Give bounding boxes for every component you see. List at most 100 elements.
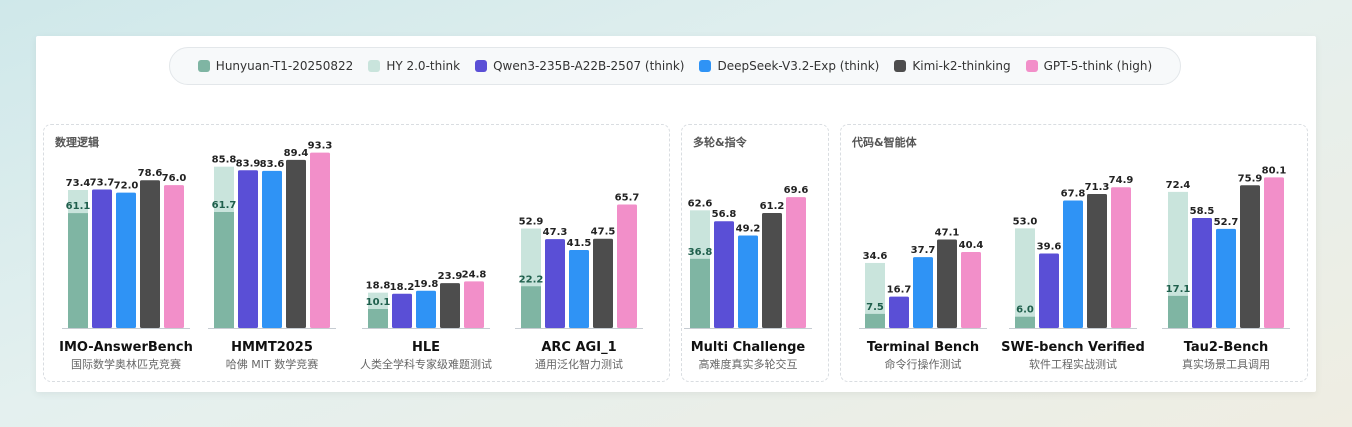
category-label: HMMT2025 xyxy=(231,340,313,355)
panel-title: 多轮&指令 xyxy=(693,136,747,149)
legend-label: HY 2.0-think xyxy=(386,59,461,73)
legend-label: DeepSeek-V3.2-Exp (think) xyxy=(717,59,880,73)
bar-kimi xyxy=(593,238,613,328)
bar-kimi xyxy=(762,212,782,328)
bar-kimi xyxy=(286,159,306,328)
value-label-deepseek: 49.2 xyxy=(736,224,761,235)
category-subtitle: 国际数学奥林匹克竞赛 xyxy=(71,357,181,371)
legend-label: Kimi-k2-thinking xyxy=(912,59,1011,73)
bar-kimi xyxy=(1087,193,1107,328)
legend-label: GPT-5-think (high) xyxy=(1043,59,1153,73)
value-label-hunyuan-t1: 22.2 xyxy=(519,274,544,285)
bar-gpt5 xyxy=(786,197,806,328)
value-label-hy2-think: 52.9 xyxy=(519,217,544,228)
bar-gpt5 xyxy=(164,185,184,328)
bar-qwen3 xyxy=(889,296,909,328)
panel-math-logic: 数理逻辑 xyxy=(43,124,670,382)
bar-deepseek xyxy=(1063,200,1083,328)
bar-qwen3 xyxy=(238,170,258,328)
bar-deepseek xyxy=(1216,228,1236,328)
legend-swatch xyxy=(197,60,210,72)
value-label-hy2-think: 72.4 xyxy=(1166,180,1191,191)
bar-hy2-think xyxy=(1168,191,1188,328)
value-label-qwen3: 73.7 xyxy=(90,177,115,188)
legend: Hunyuan-T1-20250822 HY 2.0-think Qwen3-2… xyxy=(169,47,1181,85)
value-label-hunyuan-t1: 6.0 xyxy=(1016,305,1034,316)
value-label-hunyuan-t1: 36.8 xyxy=(688,247,713,258)
legend-swatch xyxy=(368,60,381,72)
value-label-kimi: 61.2 xyxy=(760,201,785,212)
legend-label: Hunyuan-T1-20250822 xyxy=(215,59,354,73)
bar-deepseek xyxy=(262,170,282,328)
value-label-hunyuan-t1: 61.1 xyxy=(66,201,91,212)
bar-hunyuan-t1 xyxy=(214,212,234,328)
value-label-deepseek: 37.7 xyxy=(911,245,936,256)
value-label-kimi: 23.9 xyxy=(438,271,463,282)
category-label: IMO-AnswerBench xyxy=(59,340,193,355)
value-label-hy2-think: 53.0 xyxy=(1013,216,1038,227)
panel-code-agent: 代码&智能体 xyxy=(840,124,1308,382)
legend-label: Qwen3-235B-A22B-2507 (think) xyxy=(493,59,685,73)
bar-qwen3 xyxy=(545,239,565,328)
bar-qwen3 xyxy=(714,221,734,328)
bar-gpt5 xyxy=(1264,177,1284,328)
category-label: Terminal Bench xyxy=(867,340,979,355)
category-label: HLE xyxy=(412,340,440,355)
value-label-hunyuan-t1: 7.5 xyxy=(866,302,884,313)
bar-deepseek xyxy=(569,249,589,328)
value-label-gpt5: 69.6 xyxy=(784,185,809,196)
value-label-kimi: 47.5 xyxy=(591,227,616,238)
value-label-deepseek: 67.8 xyxy=(1061,189,1086,200)
bar-qwen3 xyxy=(1039,253,1059,328)
category-subtitle: 哈佛 MIT 数学竞赛 xyxy=(226,357,318,371)
value-label-qwen3: 83.9 xyxy=(236,158,261,169)
value-label-hy2-think: 62.6 xyxy=(688,198,713,209)
panel-title: 代码&智能体 xyxy=(852,136,917,149)
bar-hy2-think xyxy=(1015,228,1035,328)
value-label-qwen3: 16.7 xyxy=(887,285,912,296)
legend-swatch xyxy=(1025,60,1038,72)
bar-gpt5 xyxy=(961,252,981,328)
bar-hunyuan-t1 xyxy=(521,286,541,328)
category-subtitle: 真实场景工具调用 xyxy=(1182,357,1270,371)
panel-title: 数理逻辑 xyxy=(55,136,99,149)
category-label: SWE-bench Verified xyxy=(1001,340,1145,355)
bar-deepseek xyxy=(416,290,436,328)
value-label-kimi: 89.4 xyxy=(284,148,309,159)
bar-gpt5 xyxy=(1111,187,1131,328)
value-label-gpt5: 24.8 xyxy=(462,269,487,280)
value-label-qwen3: 18.2 xyxy=(390,282,415,293)
value-label-kimi: 47.1 xyxy=(935,227,960,238)
category-subtitle: 命令行操作测试 xyxy=(885,357,962,371)
bar-deepseek xyxy=(738,235,758,328)
bar-hunyuan-t1 xyxy=(1168,295,1188,328)
value-label-deepseek: 19.8 xyxy=(414,279,439,290)
legend-item-hunyuan-t1: Hunyuan-T1-20250822 xyxy=(197,59,354,73)
value-label-deepseek: 83.6 xyxy=(260,159,285,170)
value-label-qwen3: 47.3 xyxy=(543,227,568,238)
bar-hy2-think xyxy=(865,262,885,328)
value-label-gpt5: 80.1 xyxy=(1262,165,1287,176)
bar-kimi xyxy=(140,180,160,328)
legend-swatch xyxy=(475,60,488,72)
bar-hunyuan-t1 xyxy=(68,213,88,328)
category-label: Tau2-Bench xyxy=(1184,340,1269,355)
bar-qwen3 xyxy=(92,189,112,328)
bar-gpt5 xyxy=(464,281,484,328)
value-label-qwen3: 58.5 xyxy=(1190,206,1215,217)
legend-item-hy2-think: HY 2.0-think xyxy=(368,59,460,73)
bar-hunyuan-t1 xyxy=(865,313,885,328)
legend-swatch xyxy=(894,60,907,72)
value-label-hy2-think: 34.6 xyxy=(863,251,888,262)
bar-deepseek xyxy=(116,192,136,328)
value-label-hy2-think: 85.8 xyxy=(212,155,237,166)
value-label-hunyuan-t1: 61.7 xyxy=(212,200,237,211)
bar-hunyuan-t1 xyxy=(368,309,388,328)
category-label: ARC AGI_1 xyxy=(541,340,616,355)
bar-gpt5 xyxy=(310,152,330,328)
value-label-gpt5: 76.0 xyxy=(162,173,187,184)
value-label-gpt5: 40.4 xyxy=(959,240,984,251)
bar-qwen3 xyxy=(392,293,412,328)
value-label-gpt5: 74.9 xyxy=(1109,175,1134,186)
